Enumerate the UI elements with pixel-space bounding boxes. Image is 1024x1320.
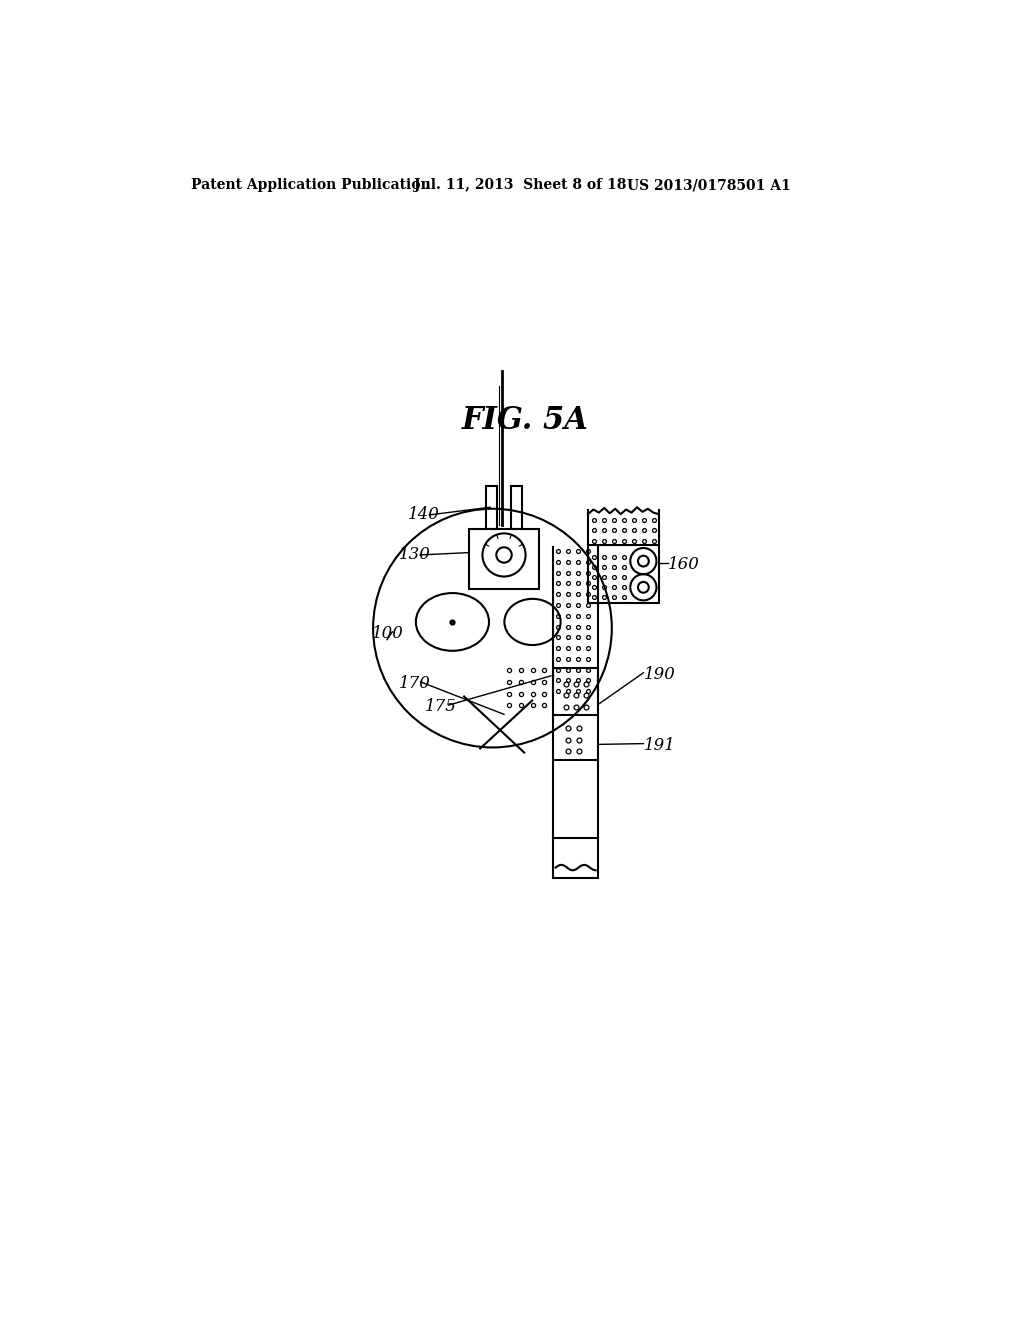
Bar <box>511 486 521 529</box>
Bar <box>469 529 539 589</box>
Bar <box>486 486 497 529</box>
Text: 160: 160 <box>668 556 699 573</box>
Text: FIG. 5A: FIG. 5A <box>462 405 588 436</box>
Text: US 2013/0178501 A1: US 2013/0178501 A1 <box>628 178 791 193</box>
Text: 130: 130 <box>398 546 430 564</box>
Text: Patent Application Publication: Patent Application Publication <box>190 178 430 193</box>
Text: 191: 191 <box>643 737 675 754</box>
Bar <box>588 545 658 603</box>
Text: 100: 100 <box>372 624 403 642</box>
Text: 175: 175 <box>425 698 457 715</box>
Text: 190: 190 <box>643 665 675 682</box>
Text: Jul. 11, 2013  Sheet 8 of 18: Jul. 11, 2013 Sheet 8 of 18 <box>414 178 627 193</box>
Text: 170: 170 <box>399 675 431 692</box>
Text: 140: 140 <box>408 507 439 524</box>
Bar <box>553 668 598 878</box>
